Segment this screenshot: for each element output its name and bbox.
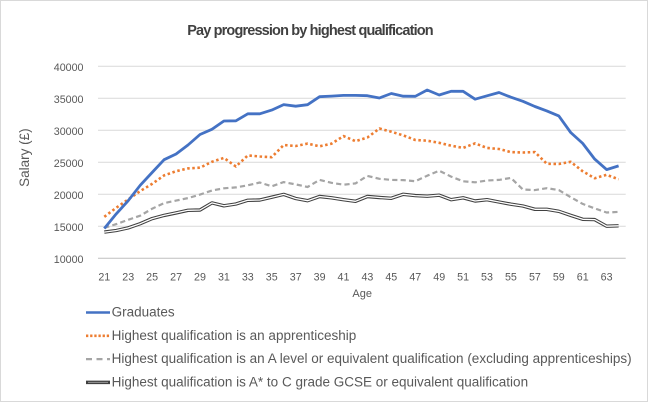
svg-text:20000: 20000 — [54, 190, 84, 202]
svg-text:41: 41 — [338, 271, 350, 283]
svg-text:10000: 10000 — [54, 254, 84, 266]
svg-text:49: 49 — [433, 271, 445, 283]
svg-text:43: 43 — [361, 271, 373, 283]
svg-text:57: 57 — [529, 271, 541, 283]
svg-text:27: 27 — [170, 271, 182, 283]
svg-text:30000: 30000 — [54, 126, 84, 138]
svg-text:Highest qualification is A* to: Highest qualification is A* to C grade G… — [112, 375, 528, 390]
svg-text:37: 37 — [290, 271, 302, 283]
svg-text:63: 63 — [601, 271, 613, 283]
svg-text:15000: 15000 — [54, 222, 84, 234]
svg-text:61: 61 — [577, 271, 589, 283]
svg-text:33: 33 — [242, 271, 254, 283]
svg-text:59: 59 — [553, 271, 565, 283]
svg-text:35000: 35000 — [54, 94, 84, 106]
svg-text:35: 35 — [266, 271, 278, 283]
svg-text:31: 31 — [218, 271, 230, 283]
svg-text:25000: 25000 — [54, 158, 84, 170]
svg-text:39: 39 — [314, 271, 326, 283]
svg-text:45: 45 — [385, 271, 397, 283]
svg-text:55: 55 — [505, 271, 517, 283]
svg-text:Graduates: Graduates — [112, 305, 175, 320]
svg-text:40000: 40000 — [54, 62, 84, 74]
svg-text:Age: Age — [352, 288, 372, 300]
svg-text:53: 53 — [481, 271, 493, 283]
svg-text:Pay progression by highest qua: Pay progression by highest qualification — [187, 23, 433, 39]
svg-text:29: 29 — [194, 271, 206, 283]
svg-text:25: 25 — [146, 271, 158, 283]
svg-text:51: 51 — [457, 271, 469, 283]
svg-text:47: 47 — [409, 271, 421, 283]
svg-text:Salary (£): Salary (£) — [17, 128, 32, 187]
svg-text:21: 21 — [98, 271, 110, 283]
svg-text:23: 23 — [122, 271, 134, 283]
svg-text:Highest qualification is an A: Highest qualification is an A level or e… — [112, 351, 632, 366]
svg-text:Highest qualification is an ap: Highest qualification is an apprenticesh… — [112, 328, 357, 343]
